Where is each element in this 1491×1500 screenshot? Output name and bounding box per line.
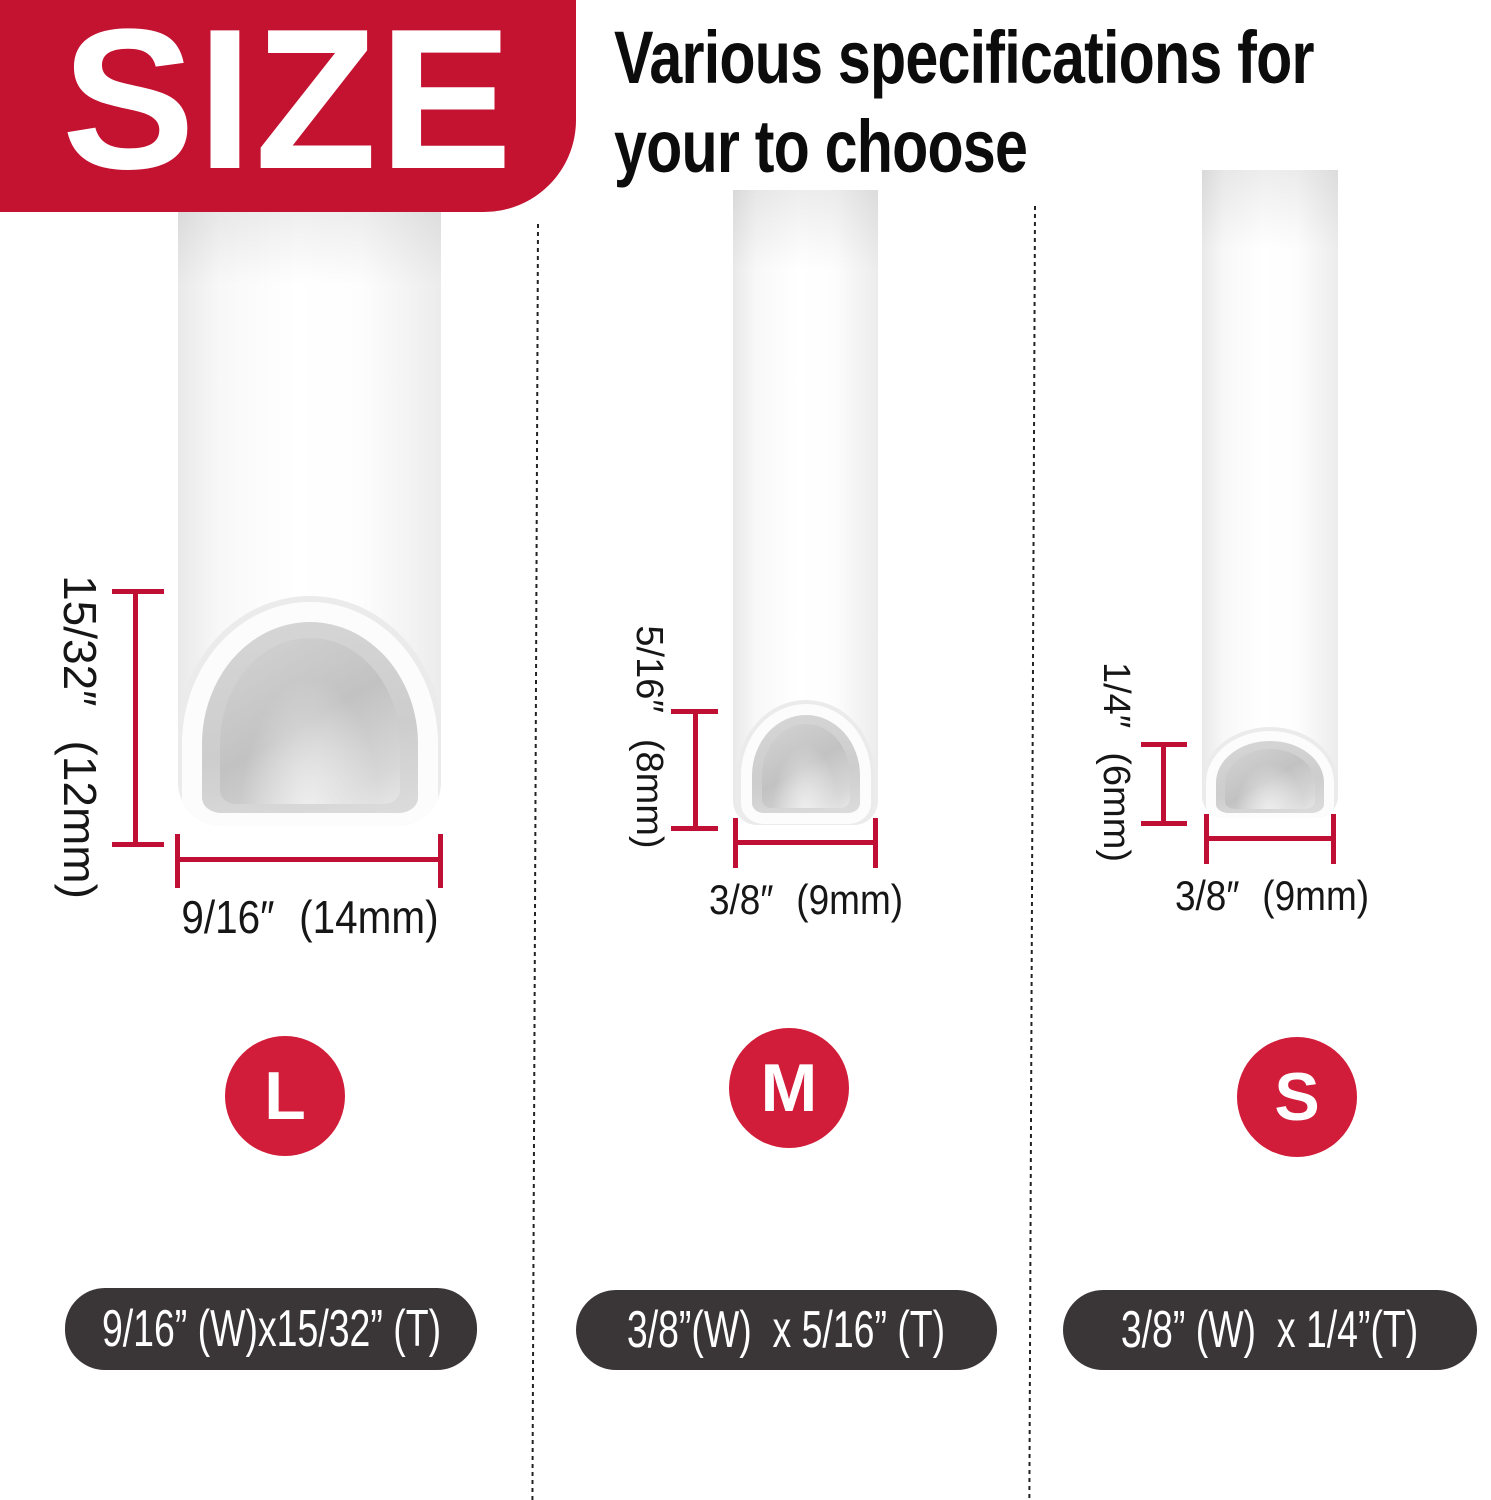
thickness-dim-cap-bottom-large [112, 842, 164, 847]
thickness-label-medium: 5/16″ (8mm) [628, 625, 671, 849]
width-dim-line-medium [735, 840, 878, 845]
thickness-dim-line-small [1161, 744, 1166, 825]
cord-cover-tube-large [178, 205, 441, 826]
cord-cover-tube-small [1202, 170, 1338, 818]
channel-interior-small [1225, 749, 1315, 809]
thickness-dim-cap-bottom-small [1141, 821, 1187, 826]
title-line-1: Various specifications for [614, 16, 1314, 99]
width-label-large: 9/16″ (14mm) [181, 891, 439, 943]
cord-cover-tube-medium [733, 190, 878, 825]
divider-dashed-1 [531, 223, 539, 1500]
size-badge-s: S [1237, 1037, 1357, 1157]
spec-pill-l: 9/16” (W)x15/32” (T) [65, 1288, 477, 1370]
width-dim-line-small [1206, 836, 1334, 841]
channel-opening-small [1216, 741, 1324, 813]
size-banner-label: SIZE [61, 0, 515, 211]
width-dim-cap-left-medium [733, 818, 738, 868]
width-label-small: 3/8″ (9mm) [1174, 872, 1370, 919]
channel-opening-large [201, 622, 418, 813]
width-dim-cap-left-small [1204, 814, 1209, 864]
channel-interior-medium [761, 724, 850, 808]
thickness-label-small: 1/4″ (6mm) [1095, 661, 1138, 863]
channel-interior-large [219, 638, 400, 804]
thickness-label-large: 15/32″ (12mm) [54, 575, 106, 899]
width-label-medium: 3/8″ (9mm) [708, 876, 904, 923]
size-banner: SIZE [0, 0, 576, 212]
thickness-dim-cap-bottom-medium [671, 826, 718, 831]
page-title: Various specifications for your to choos… [614, 14, 1446, 192]
thickness-dim-line-medium [693, 711, 698, 830]
size-badge-l: L [225, 1036, 345, 1156]
thickness-dim-line-large [133, 591, 138, 846]
channel-opening-medium [751, 715, 860, 813]
width-dim-cap-right-medium [873, 818, 878, 868]
thickness-dim-cap-top-large [112, 589, 164, 594]
title-line-2: your to choose [614, 104, 1028, 188]
width-dim-line-large [177, 857, 443, 862]
divider-dashed-2 [1028, 205, 1036, 1500]
width-dim-cap-right-small [1331, 814, 1336, 864]
spec-pill-s: 3/8” (W) x 1/4”(T) [1063, 1290, 1477, 1370]
thickness-dim-cap-top-medium [671, 709, 718, 714]
width-dim-cap-right-large [438, 834, 443, 888]
size-badge-m: M [729, 1028, 849, 1148]
thickness-dim-cap-top-small [1141, 742, 1187, 747]
width-dim-cap-left-large [175, 834, 180, 888]
spec-pill-m: 3/8”(W) x 5/16” (T) [576, 1290, 997, 1370]
